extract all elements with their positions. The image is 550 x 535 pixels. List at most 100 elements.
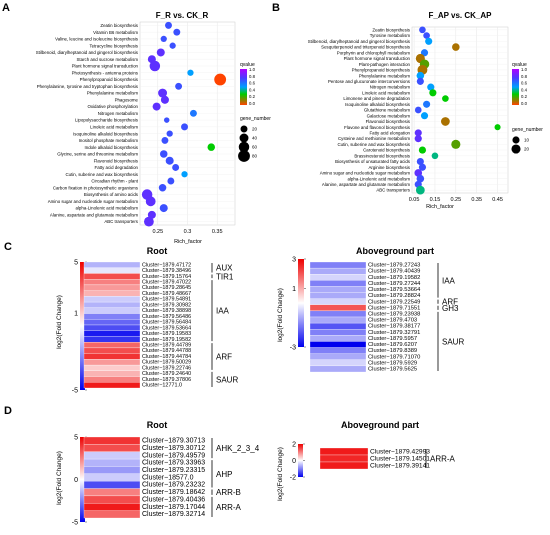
heatmap-cell (83, 458, 141, 467)
x-tick-label: 0.15 (430, 197, 441, 203)
category-label: Brassinosteroid biosynthesis (354, 153, 410, 158)
row-label: Cluster−1879.39141 (370, 462, 430, 469)
category-label: Plant-pathogen interaction (359, 62, 411, 67)
bubble-point (451, 139, 461, 149)
category-label: Isoquinoline alkaloid biosynthesis (345, 102, 411, 107)
category-label: Tyrosine metabolism (370, 33, 411, 38)
row-label: Cluster−1879.38898 (142, 308, 191, 314)
row-label: Cluster−1879.5625 (368, 366, 417, 372)
category-label: Phenylalanine, tyrosine and tryptophan b… (37, 84, 139, 89)
category-label: Inositol phosphate metabolism (79, 138, 139, 143)
bubble-point (158, 184, 167, 192)
heatmap-cell (309, 280, 367, 287)
qvalue-tick: 0.2 (249, 94, 256, 99)
heatmap-cell (83, 451, 141, 460)
row-label: Cluster−1879.42993 (370, 448, 430, 455)
qvalue-tick: 0.0 (521, 101, 528, 106)
gene-size-key (512, 136, 520, 144)
colorbar-tick: 1 (292, 286, 296, 293)
heatmap-cell (309, 274, 367, 281)
category-label: Amino sugar and nucleotide sugar metabol… (48, 199, 139, 204)
bubble-point (414, 129, 422, 137)
category-label: Biosynthesis of amino acids (84, 192, 139, 197)
bubble-point (452, 43, 460, 51)
heatmap-cell (83, 359, 141, 366)
row-label: Cluster−1879.18642 (142, 489, 205, 496)
panel-label-a: A (2, 2, 10, 14)
heatmap-cell (319, 454, 369, 463)
row-label: Cluster−1879.23232 (142, 482, 205, 489)
group-label: AHK_2_3_4 (216, 444, 260, 453)
row-label: Cluster−1879.19582 (368, 275, 420, 281)
bubble-point (420, 49, 429, 57)
heatmap-cell (83, 290, 141, 297)
bubble-point (169, 42, 176, 49)
category-label: Biosynthesis of unsaturated fatty acids (335, 159, 411, 164)
category-label: Pentose and glucuronate interconversions (328, 79, 411, 84)
group-label: ARR-A (216, 503, 242, 512)
bubble-point (416, 71, 425, 80)
heatmap-cell (309, 267, 367, 275)
category-label: Galactose metabolism (367, 113, 411, 118)
gene-size-label: 60 (252, 145, 258, 150)
gene-size-key (238, 150, 250, 162)
bubble-point (149, 60, 161, 72)
category-label: Flavone and flavonol biosynthesis (344, 125, 411, 130)
category-label: Zeatin biosynthesis (100, 23, 138, 28)
row-label: Cluster−12771.0 (142, 383, 182, 389)
qvalue-tick: 0.6 (521, 81, 528, 86)
panel-label-d: D (4, 405, 12, 417)
gene-size-label: 10 (524, 138, 530, 143)
category-label: ABC transporters (376, 188, 410, 193)
heatmap-cell (83, 301, 141, 308)
colorbar-tick: -2 (290, 475, 296, 482)
group-label: ARR-A (430, 455, 456, 464)
row-label: Cluster−1879.23315 (142, 467, 205, 474)
panel-c-ag-ylabel: log2(Fold Change) (277, 288, 284, 342)
panel-c-aboveground-title: Aboveground part (356, 246, 434, 256)
colorbar-tick: 5 (74, 260, 78, 267)
row-label: Cluster−1879.71551 (368, 305, 420, 311)
category-label: Fatty acid elongation (369, 130, 410, 135)
row-label: Cluster−1879.4703 (368, 318, 417, 324)
category-label: Cutin, suberine and wax biosynthesis (338, 142, 411, 147)
bubble-point (419, 26, 426, 34)
gene-size-key (239, 133, 249, 143)
category-label: Valine, leucine and isoleucine biosynthe… (55, 37, 139, 42)
colorbar-tick: 0 (74, 477, 78, 484)
category-label: Tetracycline biosynthesis (89, 43, 138, 48)
heatmap-cell (83, 481, 141, 489)
group-label: ARR-B (216, 488, 241, 497)
heatmap-cell (309, 316, 367, 324)
heatmap-cell (83, 342, 141, 349)
colorbar (298, 259, 304, 347)
group-label: GH3 (442, 304, 459, 313)
bubble-point (420, 112, 429, 120)
bubble-point (429, 89, 437, 97)
x-tick-label: 0.05 (409, 197, 420, 203)
row-label: Cluster−1879.19583 (142, 331, 191, 337)
category-label: Alanine, aspartate and glutamate metabol… (50, 212, 138, 217)
category-label: Linoleic acid metabolism (362, 90, 410, 95)
category-label: Fatty acid degradation (95, 165, 139, 170)
category-label: Isoquinoline alkaloid biosynthesis (73, 131, 139, 136)
bubble-point (158, 88, 168, 98)
bubble-point (167, 177, 175, 185)
row-label: Cluster−1879.30712 (142, 445, 205, 452)
category-label: Oxidative phosphorylation (87, 104, 138, 109)
bubble-point (181, 123, 188, 131)
heatmap-cell (83, 347, 141, 354)
colorbar (298, 444, 303, 477)
qvalue-tick: 1.0 (249, 67, 256, 72)
heatmap-cell (83, 353, 141, 360)
gene-size-key (511, 144, 521, 154)
panel-b-bubble-chart: F_AP vs. CK_AP Zeatin biosynthesisTyrosi… (308, 11, 543, 210)
bubble-point (425, 37, 433, 45)
category-label: ABC transporters (104, 219, 138, 224)
heatmap-cell (309, 329, 367, 336)
category-label: alpha-Linolenic acid metabolism (348, 176, 411, 181)
row-label: Cluster−1879.8389 (368, 348, 417, 354)
bubble-point (423, 100, 431, 108)
bubble-point (159, 204, 168, 213)
category-label: Phagosome (115, 97, 139, 102)
